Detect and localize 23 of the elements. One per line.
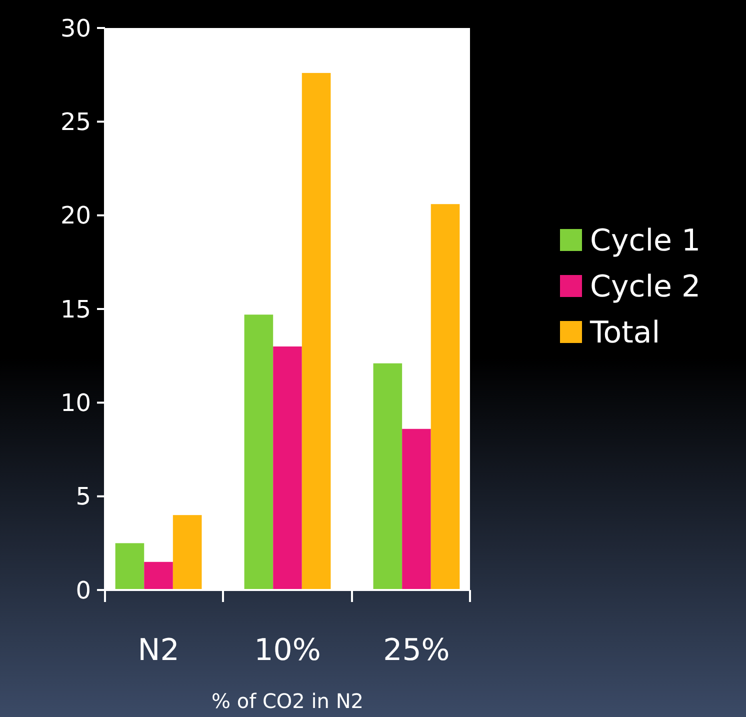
x-tick-label: 25% (383, 633, 450, 668)
bar (273, 346, 302, 590)
y-tick-label: 20 (60, 202, 91, 230)
legend-label: Total (589, 316, 660, 350)
bar (302, 72, 331, 590)
bar (402, 428, 431, 590)
x-axis-title: % of CO2 in N2 (211, 689, 364, 713)
bar (430, 204, 460, 590)
x-tick-label: 10% (254, 633, 321, 668)
y-tick-label: 25 (60, 108, 91, 136)
bar (244, 314, 274, 590)
legend-label: Cycle 2 (590, 270, 701, 304)
y-tick-label: 5 (76, 482, 91, 511)
y-tick-label: 30 (60, 14, 91, 42)
bar (172, 515, 202, 590)
bar (373, 363, 402, 590)
x-tick-label: N2 (138, 633, 180, 668)
bar (115, 543, 144, 590)
legend-label: Cycle 1 (590, 224, 701, 258)
y-tick-label: 15 (60, 295, 91, 324)
bar (144, 562, 173, 590)
y-tick-label: 0 (76, 576, 91, 604)
y-tick-label: 10 (60, 389, 91, 418)
